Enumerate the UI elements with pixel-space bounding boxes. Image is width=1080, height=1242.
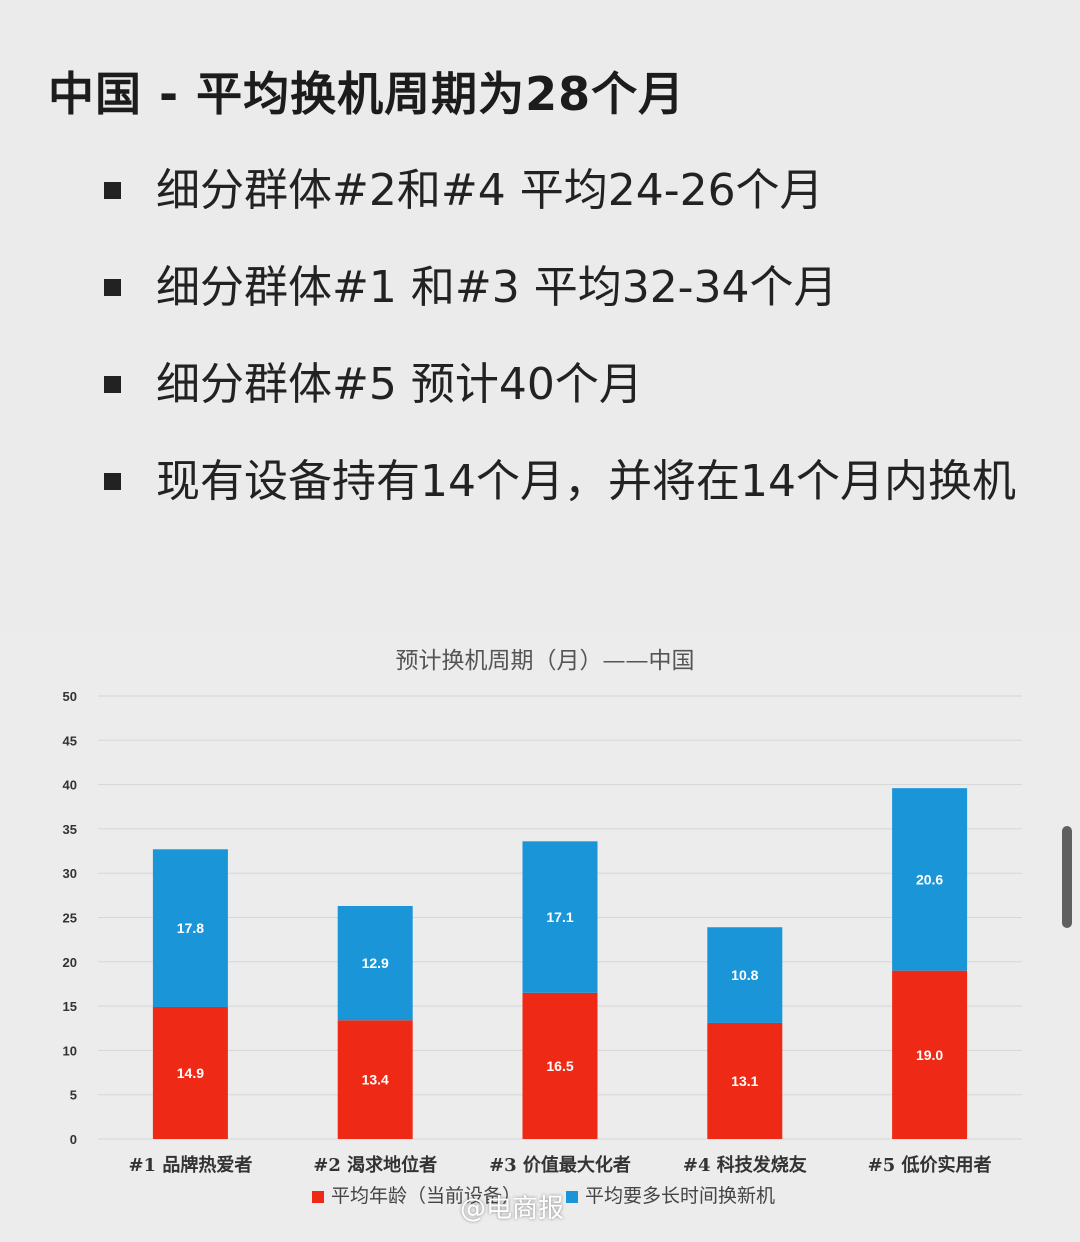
stacked-bar-chart: 预计换机周期（月）——中国 0 5 10 15 20 25 30 35 40 45 50 14.9 17.… — [0, 630, 1080, 1242]
category-label: #4 科技发烧友 — [683, 1154, 807, 1176]
y-tick-label: 35 — [63, 822, 77, 837]
bullet-text: 现有设备持有14个月，并将在14个月内换机 — [156, 456, 1016, 507]
y-tick-label: 15 — [63, 999, 77, 1014]
category-label: #1 品牌热爱者 — [128, 1154, 252, 1176]
y-tick-label: 50 — [63, 689, 77, 704]
category-label: #3 价值最大化者 — [489, 1154, 631, 1176]
bullet-square-icon — [104, 473, 121, 490]
chart-container: 预计换机周期（月）——中国 0 5 10 15 20 25 30 35 40 45 50 14.9 17.… — [0, 630, 1080, 1242]
data-label: 10.8 — [731, 967, 758, 983]
data-label: 17.8 — [177, 920, 204, 936]
bar-segment — [522, 992, 598, 1139]
y-tick-label: 25 — [63, 911, 77, 926]
bullet-text: 细分群体#2和#4 平均24-26个月 — [156, 165, 824, 216]
bar-segment — [707, 1022, 783, 1139]
y-tick-label: 0 — [70, 1132, 77, 1147]
data-label: 19.0 — [916, 1047, 943, 1063]
legend-swatch — [312, 1191, 324, 1203]
y-tick-label: 30 — [63, 866, 77, 881]
y-tick-label: 20 — [63, 955, 77, 970]
data-label: 14.9 — [177, 1065, 204, 1081]
category-label: #5 低价实用者 — [868, 1154, 992, 1176]
bullet-square-icon — [104, 376, 121, 393]
category-label: #2 渴求地位者 — [313, 1154, 437, 1176]
bullet-text: 细分群体#1 和#3 平均32-34个月 — [156, 262, 838, 313]
scrollbar-thumb[interactable] — [1062, 826, 1072, 928]
y-tick-label: 5 — [70, 1088, 77, 1103]
bar-segment — [152, 1006, 228, 1139]
legend-swatch — [566, 1191, 578, 1203]
bar-segment — [522, 841, 598, 993]
bar-segment — [707, 927, 783, 1023]
legend-label: 平均年龄（当前设备） — [331, 1185, 521, 1207]
y-tick-label: 40 — [63, 778, 77, 793]
data-label: 12.9 — [362, 955, 389, 971]
legend-label: 平均要多长时间换新机 — [585, 1185, 775, 1207]
data-label: 13.4 — [362, 1072, 389, 1088]
watermark: @电商报 — [460, 1194, 565, 1224]
bar-segment — [892, 788, 968, 971]
bullet-square-icon — [104, 279, 121, 296]
data-label: 13.1 — [731, 1073, 758, 1089]
y-tick-label: 45 — [63, 733, 77, 748]
page-title: 中国 - 平均换机周期为28个月 — [48, 67, 686, 121]
bullet-square-icon — [104, 182, 121, 199]
bar-segment — [152, 849, 228, 1007]
chart-title: 预计换机周期（月）——中国 — [396, 648, 695, 674]
data-label: 20.6 — [916, 871, 943, 887]
bar-segment — [337, 905, 413, 1021]
data-label: 17.1 — [546, 909, 573, 925]
bar-segment — [892, 970, 968, 1139]
data-label: 16.5 — [546, 1058, 573, 1074]
y-tick-label: 10 — [63, 1043, 77, 1058]
bullet-text: 细分群体#5 预计40个月 — [156, 359, 643, 410]
bar-segment — [337, 1020, 413, 1139]
